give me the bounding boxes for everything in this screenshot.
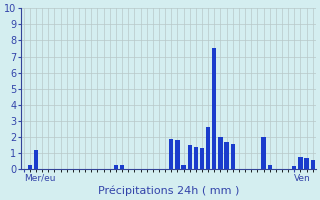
Bar xyxy=(218,137,223,169)
Bar xyxy=(28,165,32,169)
Bar xyxy=(268,165,272,169)
Bar xyxy=(231,144,235,169)
Bar xyxy=(212,48,217,169)
Bar xyxy=(200,148,204,169)
Bar xyxy=(169,139,173,169)
Bar xyxy=(194,147,198,169)
Bar xyxy=(120,165,124,169)
Bar xyxy=(292,166,296,169)
Bar xyxy=(34,150,38,169)
Bar xyxy=(311,160,315,169)
Bar xyxy=(188,145,192,169)
Bar xyxy=(261,137,266,169)
Bar xyxy=(206,127,210,169)
Bar xyxy=(114,165,118,169)
Bar xyxy=(181,165,186,169)
Bar xyxy=(304,158,309,169)
Bar xyxy=(225,142,229,169)
X-axis label: Précipitations 24h ( mm ): Précipitations 24h ( mm ) xyxy=(98,185,239,196)
Bar xyxy=(298,157,303,169)
Bar xyxy=(175,140,180,169)
